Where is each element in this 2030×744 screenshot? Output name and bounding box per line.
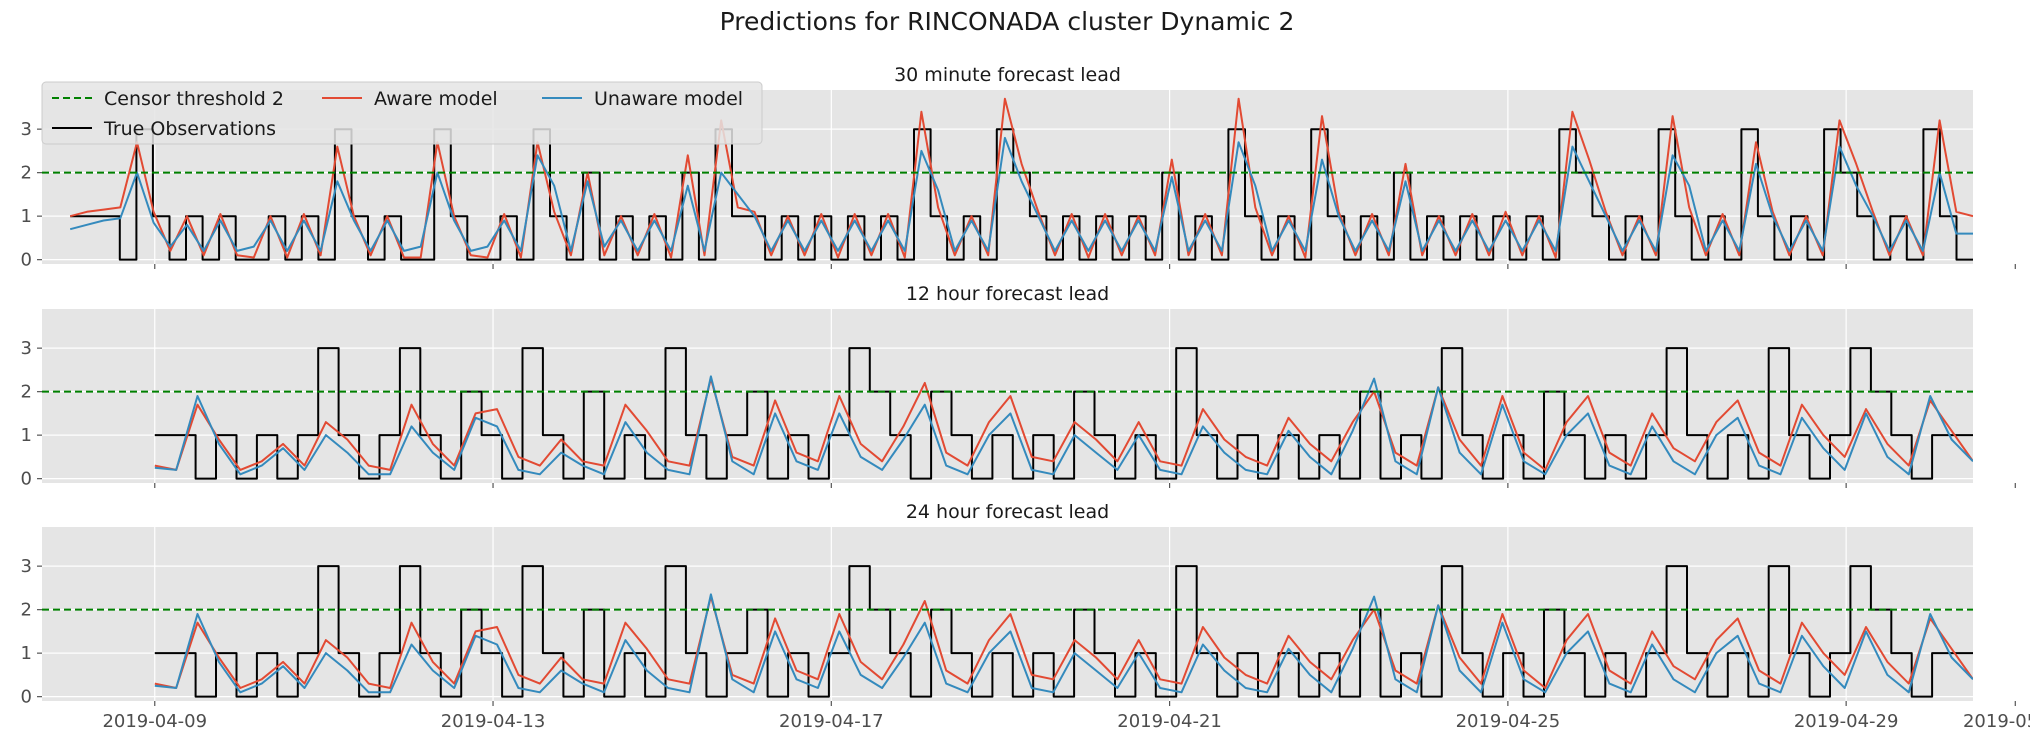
panel-title: 30 minute forecast lead — [894, 64, 1121, 86]
legend-label: Censor threshold 2 — [104, 88, 284, 110]
plot-area — [42, 527, 1973, 701]
y-tick-label: 1 — [21, 643, 32, 664]
x-tick-label: 2019-05-01 — [1963, 711, 2030, 732]
y-tick-label: 3 — [21, 556, 32, 577]
y-tick-label: 1 — [21, 206, 32, 227]
panel-title: 24 hour forecast lead — [906, 501, 1109, 523]
legend-label: Aware model — [374, 88, 498, 110]
figure-title: Predictions for RINCONADA cluster Dynami… — [720, 7, 1295, 36]
y-tick-label: 3 — [21, 119, 32, 140]
legend-label: True Observations — [103, 118, 276, 140]
y-tick-label: 0 — [21, 250, 32, 271]
x-tick-label: 2019-04-25 — [1456, 711, 1561, 732]
y-tick-label: 3 — [21, 338, 32, 359]
x-tick-label: 2019-04-29 — [1794, 711, 1899, 732]
y-tick-label: 2 — [21, 382, 32, 403]
chart-panel-3: 2019-04-09 2019-04-13 2019-04-17 2019-04-21… — [21, 501, 2030, 732]
x-tick-label: 2019-04-21 — [1117, 711, 1222, 732]
x-tick-label: 2019-04-17 — [779, 711, 884, 732]
y-tick-label: 2 — [21, 163, 32, 184]
y-tick-label: 0 — [21, 687, 32, 708]
y-tick-label: 2 — [21, 600, 32, 621]
chart-panels: 0 1 2 3 30 minute forecast lead 0 1 2 3 12 hour f… — [21, 64, 2030, 732]
chart-panel-2: 0 1 2 3 12 hour forecast lead — [21, 283, 2016, 490]
legend-label: Unaware model — [594, 88, 743, 110]
y-tick-label: 0 — [21, 469, 32, 490]
x-tick-label: 2019-04-13 — [441, 711, 546, 732]
plot-area — [42, 309, 1973, 483]
x-tick-label: 2019-04-09 — [102, 711, 207, 732]
y-tick-label: 1 — [21, 425, 32, 446]
legend: Censor threshold 2 Aware model Unaware mod… — [42, 82, 762, 144]
panel-title: 12 hour forecast lead — [906, 283, 1109, 305]
